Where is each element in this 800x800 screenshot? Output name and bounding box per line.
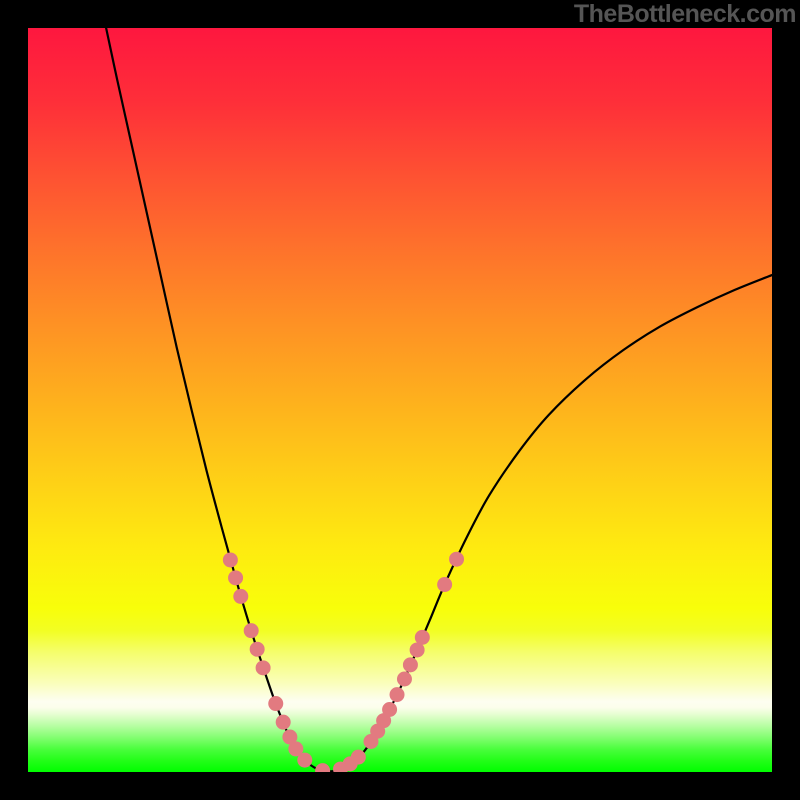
marker-point	[228, 570, 243, 585]
marker-point	[403, 657, 418, 672]
marker-point	[256, 660, 271, 675]
marker-point	[449, 552, 464, 567]
plot-background	[28, 28, 772, 772]
chart-canvas	[0, 0, 800, 800]
marker-point	[437, 577, 452, 592]
marker-point	[244, 623, 259, 638]
marker-point	[397, 672, 412, 687]
marker-point	[390, 687, 405, 702]
marker-point	[382, 702, 397, 717]
marker-point	[415, 630, 430, 645]
marker-point	[351, 750, 366, 765]
watermark-text: TheBottleneck.com	[574, 0, 796, 29]
marker-point	[297, 753, 312, 768]
marker-point	[223, 552, 238, 567]
marker-point	[268, 696, 283, 711]
marker-point	[250, 642, 265, 657]
marker-point	[276, 715, 291, 730]
marker-point	[233, 589, 248, 604]
